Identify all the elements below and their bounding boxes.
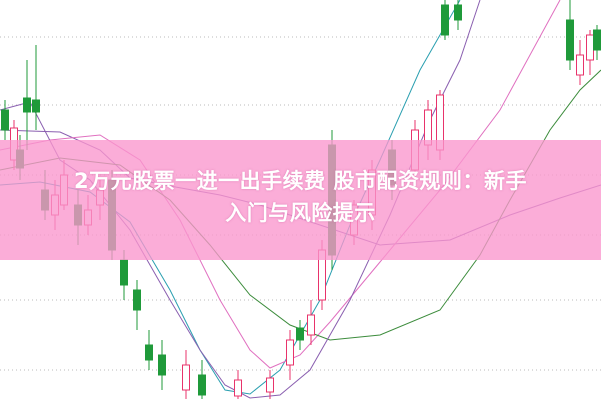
candle-down — [158, 354, 166, 376]
candle-up — [586, 34, 594, 61]
candle-down — [23, 97, 31, 113]
headline: 2万元股票一进一出手续费 股市配资规则：新手 入门与风险提示 — [0, 165, 601, 229]
candle-up — [307, 314, 315, 336]
candle-up — [286, 339, 294, 366]
candle-down — [1, 109, 9, 131]
candle-up — [234, 379, 242, 397]
candle-down — [454, 4, 462, 21]
candle-down — [441, 4, 449, 36]
title-banner — [0, 140, 601, 260]
candle-up — [266, 377, 274, 393]
headline-line-2: 入门与风险提示 — [225, 201, 376, 225]
candle-up — [182, 364, 190, 391]
candle-down — [566, 19, 574, 61]
candle-up — [576, 54, 584, 76]
candle-down — [32, 99, 40, 113]
candle-down — [593, 29, 601, 51]
candle-down — [296, 327, 304, 341]
candle-down — [145, 344, 153, 361]
candle-down — [198, 374, 206, 396]
candle-down — [133, 289, 141, 311]
headline-line-1: 2万元股票一进一出手续费 股市配资规则：新手 — [74, 169, 527, 193]
candle-down — [120, 259, 128, 286]
